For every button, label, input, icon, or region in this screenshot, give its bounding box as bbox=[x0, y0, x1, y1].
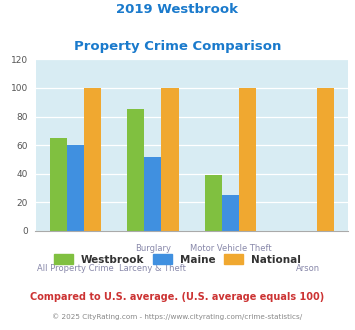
Text: All Property Crime: All Property Crime bbox=[37, 264, 114, 273]
Text: 2019 Westbrook: 2019 Westbrook bbox=[116, 3, 239, 16]
Bar bbox=[50, 138, 67, 231]
Bar bbox=[127, 110, 144, 231]
Text: © 2025 CityRating.com - https://www.cityrating.com/crime-statistics/: © 2025 CityRating.com - https://www.city… bbox=[53, 314, 302, 320]
Bar bbox=[205, 175, 222, 231]
Text: Property Crime Comparison: Property Crime Comparison bbox=[74, 40, 281, 52]
Bar bbox=[317, 88, 334, 231]
Bar bbox=[144, 157, 162, 231]
Text: Arson: Arson bbox=[296, 264, 320, 273]
Bar bbox=[84, 88, 101, 231]
Text: Larceny & Theft: Larceny & Theft bbox=[120, 264, 186, 273]
Text: Compared to U.S. average. (U.S. average equals 100): Compared to U.S. average. (U.S. average … bbox=[31, 292, 324, 302]
Bar bbox=[222, 195, 239, 231]
Legend: Westbrook, Maine, National: Westbrook, Maine, National bbox=[50, 250, 305, 269]
Bar bbox=[162, 88, 179, 231]
Text: Motor Vehicle Theft: Motor Vehicle Theft bbox=[190, 244, 271, 253]
Text: Burglary: Burglary bbox=[135, 244, 171, 253]
Bar bbox=[239, 88, 256, 231]
Bar bbox=[67, 145, 84, 231]
